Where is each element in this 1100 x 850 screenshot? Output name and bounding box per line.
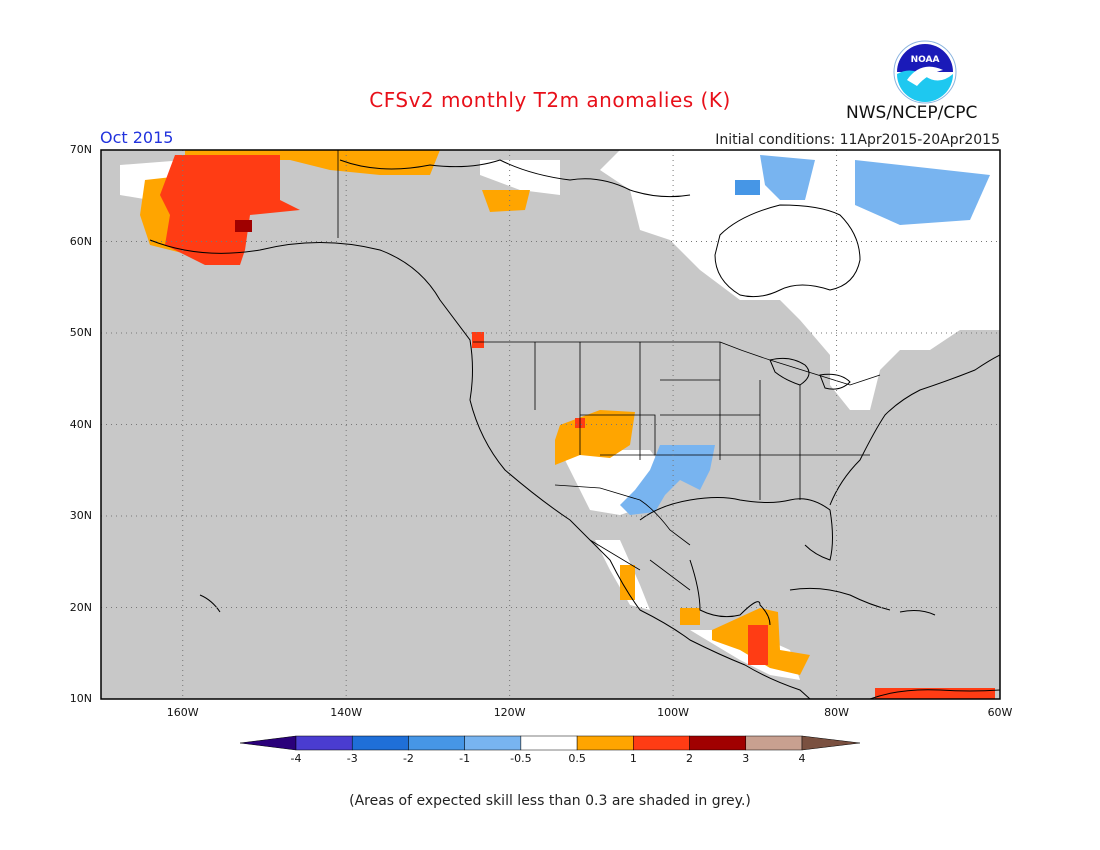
colorbar-swatch	[745, 735, 803, 751]
colorbar-swatch	[351, 735, 409, 751]
lon-label: 160W	[166, 706, 199, 719]
alaska-warm-anomaly	[160, 155, 300, 265]
north-america-west-coast	[149, 239, 811, 699]
colorbar-label: 3	[742, 752, 750, 765]
baffin-cool	[855, 160, 990, 225]
chart-title: CFSv2 monthly T2m anomalies (K)	[369, 88, 731, 112]
colorbar-swatch	[295, 735, 353, 751]
yukon-warm	[482, 190, 530, 212]
colorbar-label: 1	[629, 752, 637, 765]
lon-label: 140W	[330, 706, 363, 719]
skill-footnote: (Areas of expected skill less than 0.3 a…	[349, 793, 751, 809]
political-borders	[337, 150, 881, 591]
coastlines	[149, 159, 1000, 699]
southern-plains-cool-anomaly	[620, 445, 715, 515]
hawaii	[199, 594, 221, 613]
lat-label: 30N	[69, 509, 92, 522]
colorbar	[239, 735, 861, 751]
great-lakes	[769, 357, 851, 390]
colorbar-label: -2	[402, 752, 414, 765]
gulf-coast	[639, 497, 833, 561]
us-canada-border	[473, 341, 881, 386]
alaska-strong-warm	[235, 220, 252, 232]
colorbar-swatch	[689, 735, 747, 751]
lat-label: 10N	[69, 692, 92, 705]
hispaniola	[899, 610, 936, 616]
map-frame	[100, 149, 1001, 700]
lat-label: 50N	[69, 326, 92, 339]
lon-label: 120W	[493, 706, 526, 719]
initial-conditions: Initial conditions: 11Apr2015-20Apr2015	[715, 132, 1000, 148]
lon-label: 60W	[987, 706, 1013, 719]
colorbar-swatch	[408, 735, 465, 751]
arctic-islands-cool	[735, 180, 760, 195]
south-america-coast	[869, 689, 1000, 699]
lat-label: 60N	[69, 234, 92, 248]
lat-label: 20N	[69, 600, 92, 614]
state-lines	[534, 342, 870, 500]
colorbar-label: -0.5	[510, 752, 532, 765]
colorbar-label: 0.5	[568, 752, 586, 765]
noaa-logo: NOAA	[893, 40, 957, 104]
mexico-warm	[620, 565, 635, 600]
us-mexico-border	[554, 484, 691, 546]
colorbar-label: -3	[346, 752, 358, 765]
anomaly-regions	[120, 150, 1000, 699]
hudson-bay	[714, 204, 861, 298]
gulf-warm	[680, 608, 700, 625]
bc-coast-warm	[472, 332, 484, 348]
arctic-coast	[339, 159, 691, 198]
lon-label: 80W	[824, 706, 849, 719]
forecast-month: Oct 2015	[100, 128, 174, 147]
colorbar-label: -4	[290, 752, 302, 765]
mexico-states	[589, 539, 691, 591]
lon-label: 100W	[657, 706, 690, 719]
colorbar-swatch	[464, 735, 522, 751]
canada-arctic-cool	[760, 155, 815, 200]
yucatan	[689, 559, 771, 626]
colorbar-left-arrow	[239, 735, 297, 751]
colorbar-label: -1	[459, 752, 471, 765]
east-coast	[829, 354, 1000, 506]
central-america-strong-warm	[748, 625, 768, 665]
colorbar-swatch	[576, 735, 634, 751]
colorbar-label: 2	[686, 752, 694, 765]
lat-label: 70N	[69, 143, 92, 156]
cuba	[789, 587, 891, 611]
yukon-neutral	[480, 160, 560, 195]
agency-label: NWS/NCEP/CPC	[846, 103, 978, 123]
colorbar-label: 4	[798, 752, 806, 765]
colorbar-swatch	[520, 735, 578, 751]
logo-text: NOAA	[911, 55, 940, 65]
colorbar-right-arrow	[801, 735, 861, 751]
colorbar-swatch	[633, 735, 690, 751]
lat-label: 40N	[69, 417, 92, 431]
